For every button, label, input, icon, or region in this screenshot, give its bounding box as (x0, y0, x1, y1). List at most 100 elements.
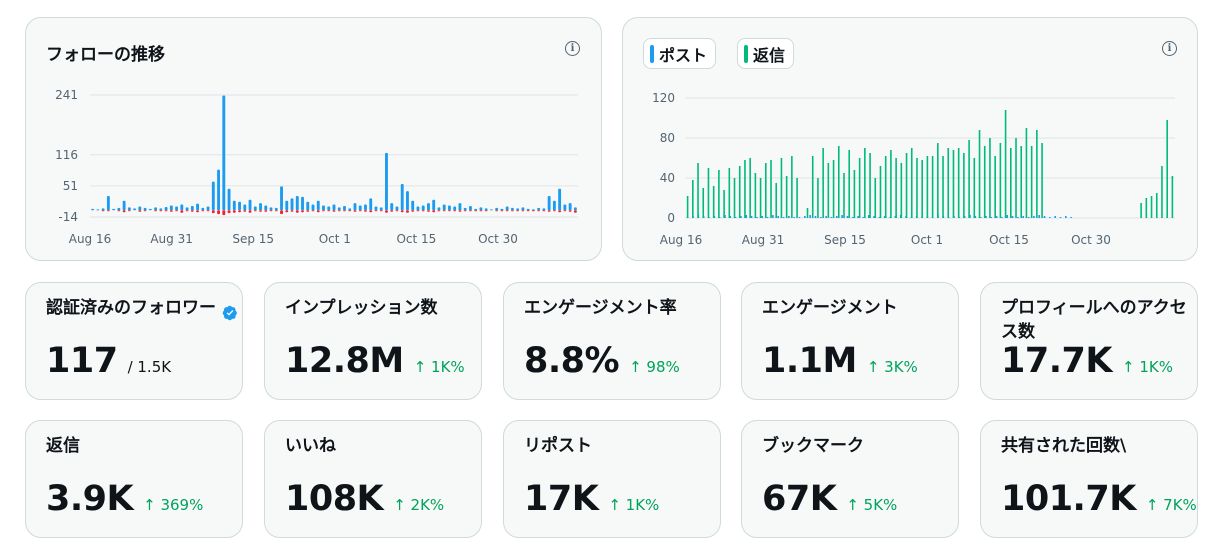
bar (766, 217, 769, 218)
bar (1171, 176, 1174, 218)
x-tick-label: Aug 16 (660, 233, 703, 247)
bar (311, 204, 315, 211)
legend-replies-toggle[interactable]: 返信 (737, 38, 795, 69)
metric-change: ↑ 369% (143, 496, 204, 514)
x-tick-label: Oct 1 (911, 233, 943, 247)
metric-card-reposts[interactable]: リポスト 17K ↑ 1K% (503, 420, 721, 538)
metric-label: いいね (285, 436, 336, 456)
bar (395, 206, 399, 211)
bar (421, 205, 425, 211)
legend-posts-swatch (650, 44, 654, 63)
bar (510, 207, 514, 211)
bar (274, 210, 278, 212)
bar (761, 216, 764, 218)
bar (851, 217, 854, 218)
bar (733, 178, 736, 218)
bar (353, 203, 357, 211)
bar (390, 203, 394, 211)
bar (201, 210, 205, 212)
bar (820, 217, 822, 218)
bar (484, 210, 488, 212)
bar (101, 208, 105, 211)
metric-card-shares[interactable]: 共有された回数\ 101.7K ↑ 7K% (980, 420, 1198, 538)
bar (942, 156, 944, 218)
bar (353, 210, 357, 212)
bar (1161, 166, 1163, 218)
bar (947, 148, 950, 218)
bar (217, 169, 221, 211)
info-icon[interactable]: i (1162, 41, 1177, 56)
bar (985, 216, 987, 218)
bar (568, 210, 572, 212)
bar (332, 210, 336, 212)
bar (327, 210, 331, 212)
metric-label: 共有された回数\ (1001, 436, 1127, 456)
bar (878, 217, 881, 218)
metric-change: ↑ 7K% (1145, 496, 1197, 514)
metric-value: 67K (762, 479, 837, 519)
legend-posts-toggle[interactable]: ポスト (643, 38, 717, 69)
bar (526, 208, 530, 211)
metric-card-engagements[interactable]: エンゲージメント 1.1M ↑ 3K% (741, 282, 959, 400)
metric-value: 3.9K (46, 479, 134, 519)
bar (285, 200, 289, 211)
x-tick-label: Oct 1 (319, 232, 351, 246)
bar (990, 217, 993, 218)
bar (531, 209, 535, 211)
metric-card-likes[interactable]: いいね 108K ↑ 2K% (264, 420, 482, 538)
bar (138, 210, 142, 212)
bar (734, 217, 737, 218)
bar (526, 210, 530, 212)
bar (843, 173, 845, 218)
metric-change: ↑ 1K% (413, 358, 465, 376)
bar (1001, 217, 1003, 218)
bar (395, 210, 399, 212)
x-tick-label: Oct 15 (396, 232, 436, 246)
posts-replies-card: ポスト 返信 i 120 80 40 0 Aug 16 Aug 31 Sep 15 Oct 1… (622, 17, 1198, 261)
bar (301, 196, 304, 211)
posts-replies-chart: 120 80 40 0 Aug 16 Aug 31 Sep 15 Oct 1 Oct 15 Oct… (652, 91, 1175, 247)
bar (437, 210, 441, 212)
metric-card-profile-visits[interactable]: プロフィールへのアクセス数 17.7K ↑ 1K% (980, 282, 1198, 400)
bar (537, 210, 541, 212)
bar (1049, 217, 1051, 218)
metric-card-replies[interactable]: 返信 3.9K ↑ 369% (25, 420, 243, 538)
bar (458, 203, 462, 211)
metric-card-verified-followers[interactable]: 認証済みのフォロワー 117 / 1.5K (25, 282, 243, 400)
bar (1038, 215, 1040, 218)
bar (290, 198, 294, 211)
metric-value: 8.8% (524, 341, 620, 381)
bar (963, 153, 965, 218)
bar (453, 206, 457, 211)
bar (723, 190, 725, 218)
bar (138, 206, 142, 211)
x-tick-label: Oct 15 (989, 233, 1029, 247)
bar (295, 195, 299, 211)
bar (957, 148, 960, 218)
bar (269, 207, 273, 211)
bar (995, 216, 998, 218)
bar (222, 210, 226, 216)
metric-label: リポスト (524, 436, 592, 456)
metric-value: 17K (524, 479, 599, 519)
bar (563, 204, 567, 211)
bar (772, 215, 774, 218)
bar (154, 210, 158, 212)
bar (211, 210, 215, 214)
y-tick-label: 40 (660, 171, 675, 185)
metric-value: 117 (46, 341, 118, 381)
bar (206, 210, 210, 212)
bar (749, 158, 751, 218)
y-tick-label: 51 (63, 179, 78, 193)
bar (916, 158, 918, 218)
bar (264, 210, 268, 212)
bar (1070, 217, 1072, 218)
metric-card-bookmarks[interactable]: ブックマーク 67K ↑ 5K% (741, 420, 959, 538)
bar (348, 210, 352, 212)
bar (1011, 216, 1014, 218)
metric-card-impressions[interactable]: インプレッション数 12.8M ↑ 1K% (264, 282, 482, 400)
metric-card-engagement-rate[interactable]: エンゲージメント率 8.8% ↑ 98% (503, 282, 721, 400)
bar (447, 205, 451, 211)
bar (926, 156, 929, 218)
info-icon[interactable]: i (565, 41, 580, 56)
